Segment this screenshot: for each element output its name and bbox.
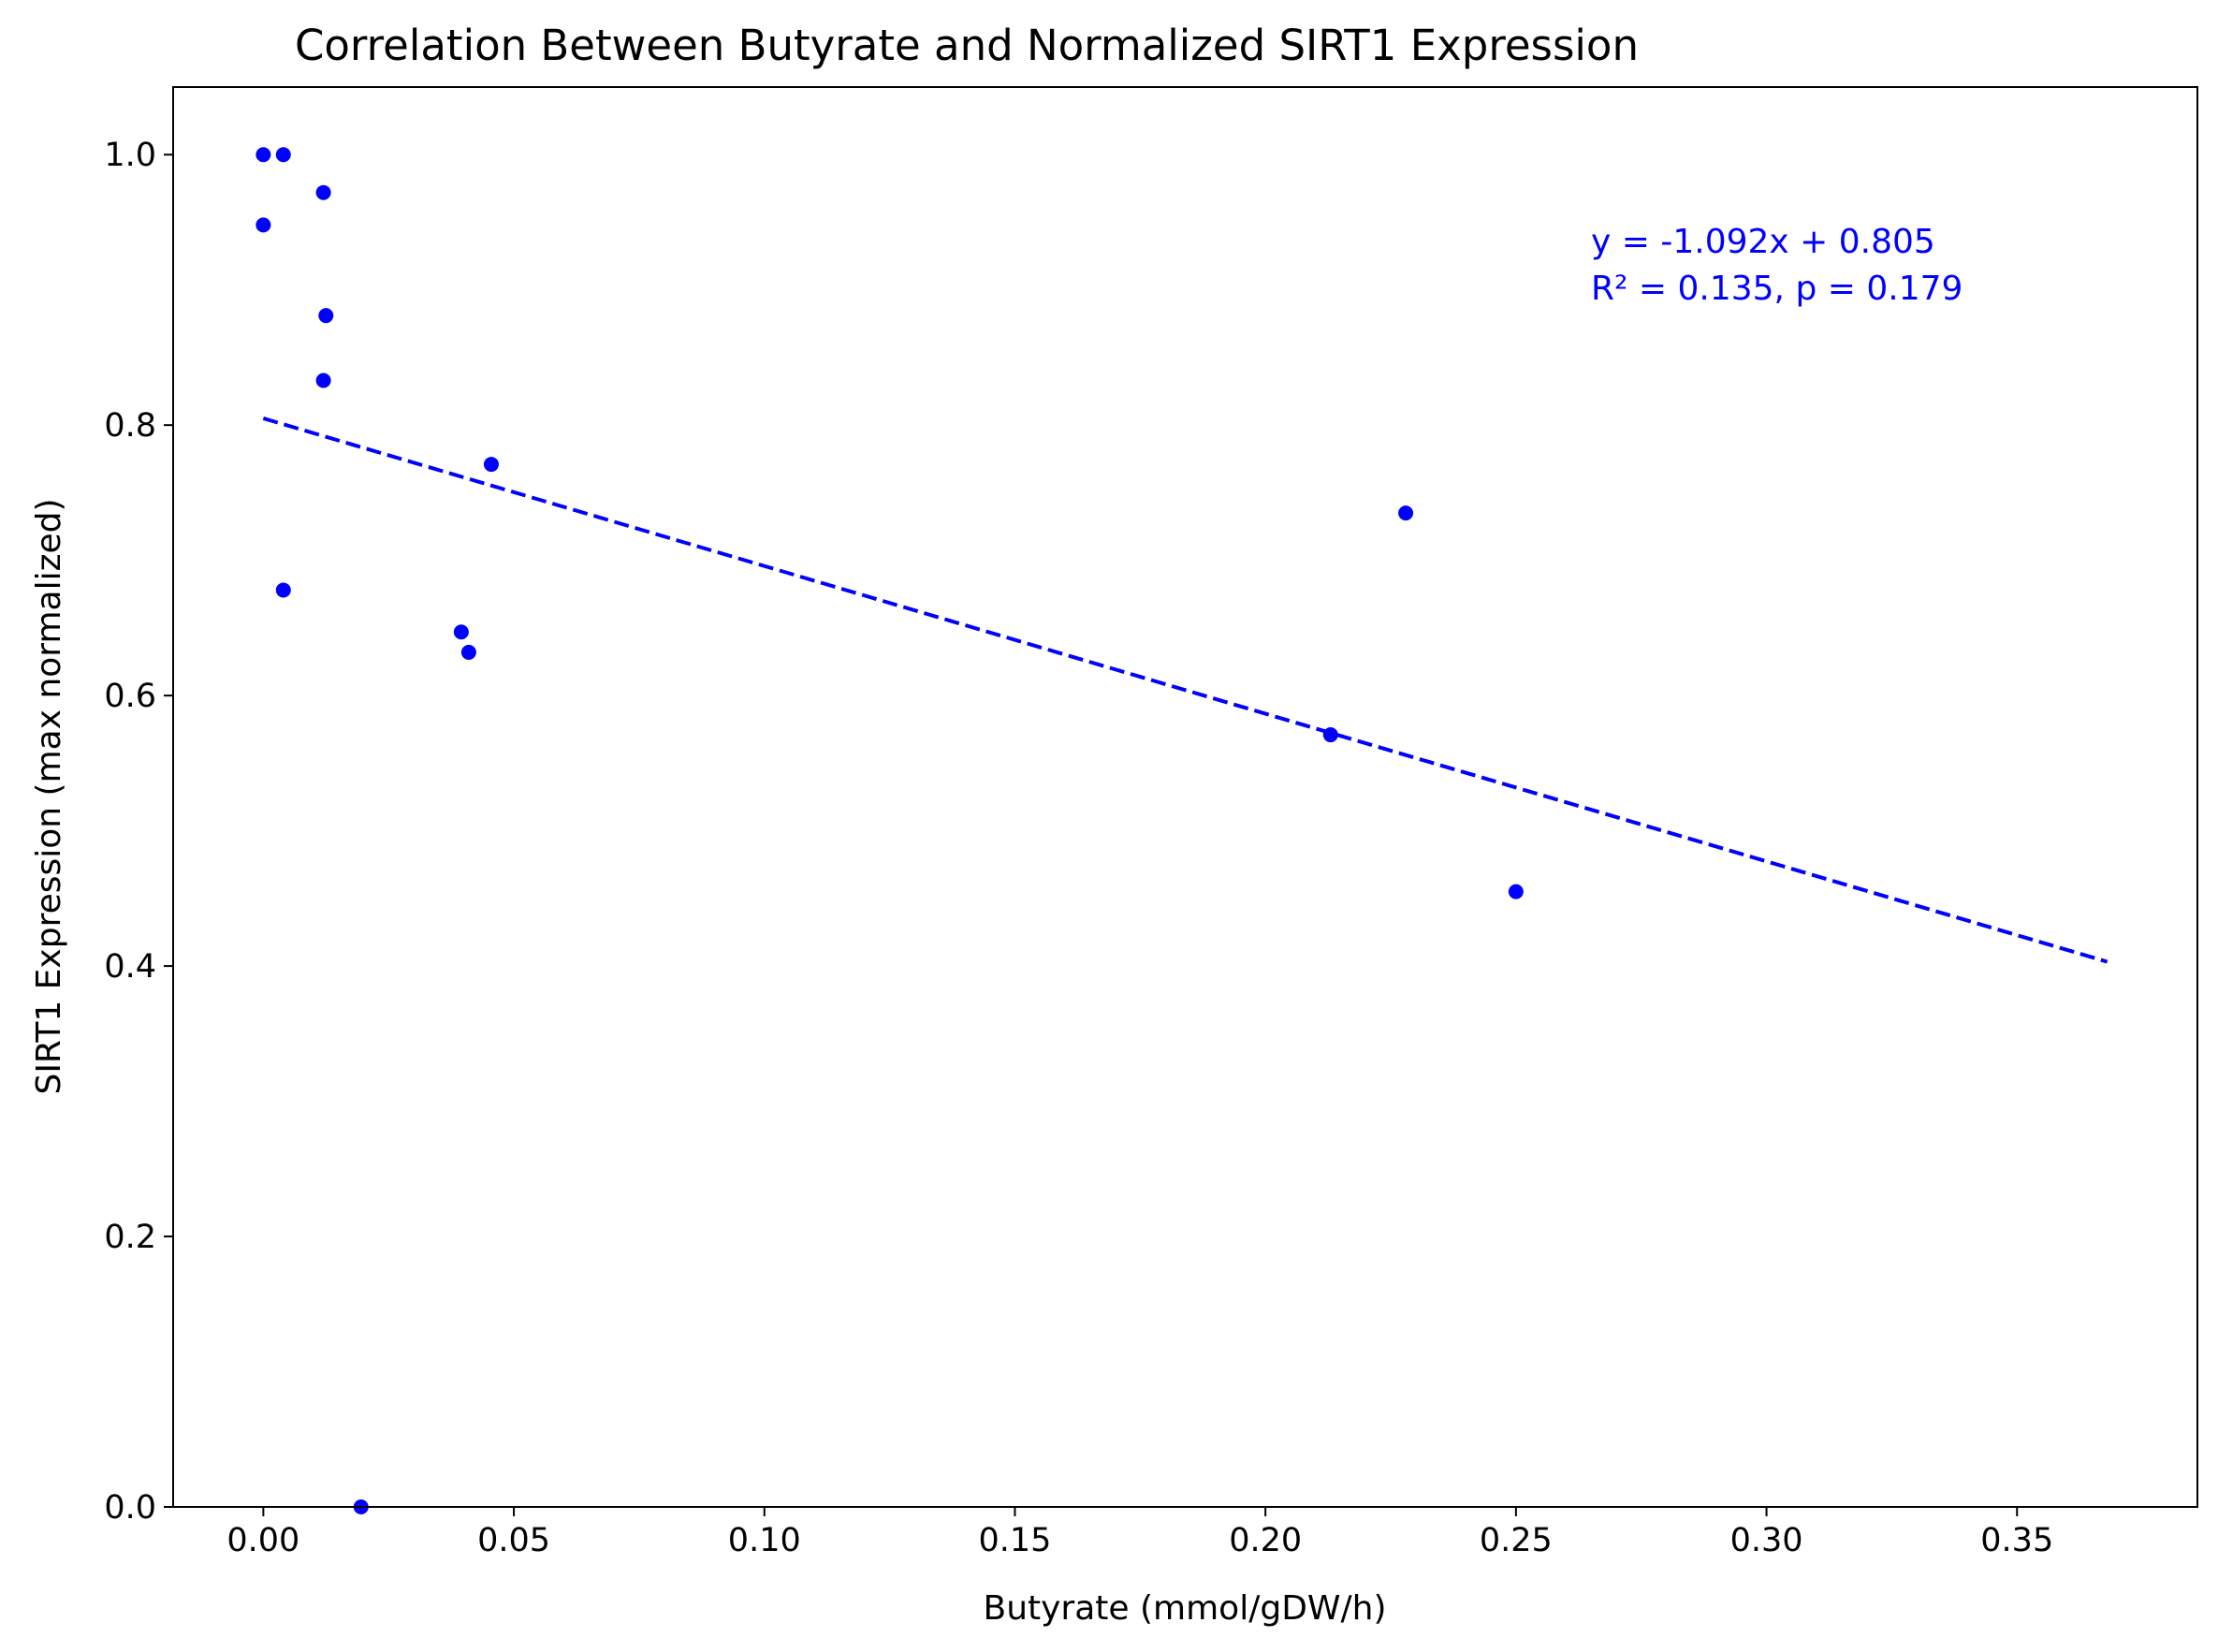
y-axis-label: SIRT1 Expression (max normalized) [30, 498, 68, 1094]
data-point [255, 217, 271, 233]
data-point [275, 147, 291, 163]
data-point [1398, 505, 1414, 521]
data-point [1322, 727, 1338, 743]
plot-area-frame [172, 86, 2198, 1508]
data-point [460, 644, 476, 660]
y-tick-label: 1.0 [104, 137, 156, 174]
regression-annotation: y = -1.092x + 0.805 R² = 0.135, p = 0.17… [1591, 223, 1963, 308]
regression-equation: y = -1.092x + 0.805 [1591, 223, 1935, 261]
x-tick-label: 0.05 [477, 1522, 550, 1559]
regression-stats: R² = 0.135, p = 0.179 [1591, 270, 1963, 308]
y-axis-ticks: 0.0 0.2 0.4 0.6 0.8 1.0 [104, 137, 173, 1527]
y-tick-label: 0.6 [104, 678, 156, 715]
scatter-points [255, 147, 1524, 1514]
y-tick-label: 0.8 [104, 407, 156, 445]
x-tick-label: 0.25 [1480, 1522, 1553, 1559]
y-tick-label: 0.0 [104, 1489, 156, 1527]
data-point [255, 147, 271, 163]
data-point [275, 582, 291, 598]
regression-layer [262, 417, 2109, 964]
regression-line [262, 417, 2109, 964]
x-axis-label: Butyrate (mmol/gDW/h) [984, 1589, 1387, 1628]
y-tick-label: 0.2 [104, 1219, 156, 1256]
x-axis-ticks: 0.00 0.05 0.10 0.15 0.20 0.25 0.30 0.35 [226, 1507, 2053, 1559]
data-point [318, 308, 334, 324]
y-tick-label: 0.4 [104, 948, 156, 986]
data-point [315, 184, 331, 200]
x-tick-label: 0.30 [1730, 1522, 1803, 1559]
data-point [1508, 884, 1524, 899]
x-tick-label: 0.15 [978, 1522, 1051, 1559]
x-tick-label: 0.35 [1980, 1522, 2053, 1559]
data-point [315, 373, 331, 388]
chart-title: Correlation Between Butyrate and Normali… [295, 21, 1639, 70]
data-point [453, 624, 469, 640]
x-tick-label: 0.20 [1229, 1522, 1302, 1559]
x-tick-label: 0.00 [226, 1522, 299, 1559]
data-point [483, 457, 499, 473]
x-tick-label: 0.10 [728, 1522, 801, 1559]
